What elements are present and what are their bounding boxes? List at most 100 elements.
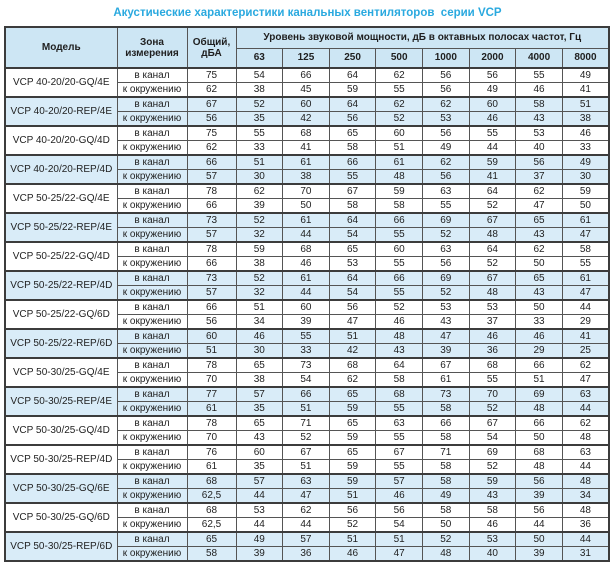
band-value: 44	[282, 227, 330, 243]
band-value: 54	[328, 227, 377, 243]
model-name: VCP 50-30/25-GQ/6E	[4, 473, 118, 504]
table-row: к окружению 56 34 39 47 46 43 37 33 29	[5, 314, 610, 330]
band-value: 58	[561, 241, 610, 257]
band-value: 67	[282, 444, 330, 460]
band-value: 58	[328, 198, 377, 214]
total-dba-value: 66	[186, 198, 237, 214]
zone-label: к окружению	[116, 256, 188, 272]
band-value: 61	[282, 154, 330, 170]
frequency-header-2000: 2000	[468, 47, 517, 69]
header-model: Модель	[4, 26, 118, 69]
total-dba-value: 57	[186, 227, 237, 243]
band-value: 55	[515, 67, 563, 83]
model-block: VCP 40-20/20-REP/4D в канал 66 51 61 66 61 62 59…	[4, 154, 610, 185]
band-value: 34	[235, 314, 284, 330]
table-row: к окружению 70 43 52 59 55 58 54 50 48	[5, 430, 610, 446]
band-value: 42	[282, 111, 330, 127]
header-zone: Зона измерения	[116, 26, 188, 69]
table-row: VCP 50-25/22-GQ/4D в канал 78 59 68 65 60 63 64 6…	[4, 241, 610, 272]
band-value: 43	[468, 488, 517, 504]
band-value: 58	[422, 473, 470, 489]
band-value: 67	[468, 270, 517, 286]
band-value: 54	[328, 285, 377, 301]
band-value: 29	[561, 314, 610, 330]
zone-label: к окружению	[116, 430, 188, 446]
band-value: 51	[375, 531, 423, 547]
band-value: 53	[422, 299, 470, 315]
band-value: 65	[328, 125, 377, 141]
band-value: 70	[282, 183, 330, 199]
band-value: 65	[328, 386, 377, 402]
total-dba-value: 56	[186, 314, 237, 330]
band-value: 58	[375, 372, 423, 388]
band-value: 54	[468, 430, 517, 446]
frequency-header-4000: 4000	[515, 47, 563, 69]
band-value: 52	[422, 285, 470, 301]
total-dba-value: 62,5	[186, 488, 237, 504]
band-value: 54	[282, 372, 330, 388]
band-value: 62	[561, 415, 610, 431]
band-value: 58	[422, 430, 470, 446]
band-value: 44	[561, 299, 610, 315]
table-row: VCP 50-30/25-GQ/4E в канал 78 65 73 68 64 67 68 6…	[4, 357, 610, 388]
band-value: 39	[282, 314, 330, 330]
model-block: VCP 50-30/25-REP/4D в канал 76 60 67 65 67 71 69…	[4, 444, 610, 475]
band-value: 52	[235, 212, 284, 228]
band-value: 56	[515, 154, 563, 170]
total-dba-value: 70	[186, 372, 237, 388]
band-value: 39	[515, 488, 563, 504]
band-value: 69	[468, 444, 517, 460]
band-value: 32	[235, 227, 284, 243]
band-value: 56	[515, 502, 563, 518]
band-value: 33	[235, 140, 284, 156]
band-value: 53	[422, 111, 470, 127]
band-value: 62	[282, 502, 330, 518]
band-value: 52	[422, 227, 470, 243]
table-row: к окружению 56 35 42 56 52 53 46 43 38	[5, 111, 610, 127]
table-row: VCP 50-30/25-GQ/6E в канал 68 57 63 59 57 58 59 5…	[4, 473, 610, 504]
band-value: 58	[515, 96, 563, 112]
band-value: 53	[515, 125, 563, 141]
total-dba-value: 73	[186, 212, 237, 228]
model-block: VCP 50-25/22-REP/4E в канал 73 52 61 64 66 69 67…	[4, 212, 610, 243]
table-row: к окружению 62 33 41 58 51 49 44 40 33	[5, 140, 610, 156]
band-value: 56	[422, 67, 470, 83]
band-value: 43	[422, 314, 470, 330]
band-value: 63	[422, 183, 470, 199]
header-row-group: Модель Зона измерения Общий, дБА Уровень…	[4, 26, 610, 69]
total-dba-value: 66	[186, 154, 237, 170]
band-value: 46	[468, 328, 517, 344]
band-value: 39	[235, 198, 284, 214]
band-value: 53	[235, 502, 284, 518]
band-value: 70	[468, 386, 517, 402]
total-dba-value: 77	[186, 386, 237, 402]
band-value: 56	[422, 82, 470, 98]
total-dba-value: 70	[186, 430, 237, 446]
total-dba-value: 62	[186, 82, 237, 98]
band-value: 46	[328, 546, 377, 562]
band-value: 38	[561, 111, 610, 127]
band-value: 48	[468, 285, 517, 301]
model-block: VCP 50-25/22-REP/6D в канал 60 46 55 51 48 47 46…	[4, 328, 610, 359]
band-value: 39	[422, 343, 470, 359]
model-block: VCP 50-30/25-GQ/6D в канал 68 53 62 56 56 58 58 5…	[4, 502, 610, 533]
frequency-header-500: 500	[375, 47, 423, 69]
band-value: 47	[422, 328, 470, 344]
zone-label: к окружению	[116, 285, 188, 301]
table-row: VCP 50-25/22-GQ/4E в канал 78 62 70 67 59 63 64 6…	[4, 183, 610, 214]
band-value: 52	[468, 401, 517, 417]
band-value: 71	[282, 415, 330, 431]
model-name: VCP 50-30/25-REP/4E	[4, 386, 118, 417]
total-dba-value: 68	[186, 502, 237, 518]
band-value: 37	[515, 169, 563, 185]
total-dba-value: 67	[186, 96, 237, 112]
band-value: 52	[468, 256, 517, 272]
band-value: 73	[282, 357, 330, 373]
band-value: 65	[235, 415, 284, 431]
table-row: VCP 50-25/22-REP/4E в канал 73 52 61 64 66 69 67…	[4, 212, 610, 243]
band-value: 58	[422, 502, 470, 518]
table-row: VCP 50-30/25-REP/6D в канал 65 49 57 51 51 52 53…	[4, 531, 610, 562]
total-dba-value: 57	[186, 169, 237, 185]
band-value: 68	[375, 386, 423, 402]
band-value: 50	[561, 198, 610, 214]
